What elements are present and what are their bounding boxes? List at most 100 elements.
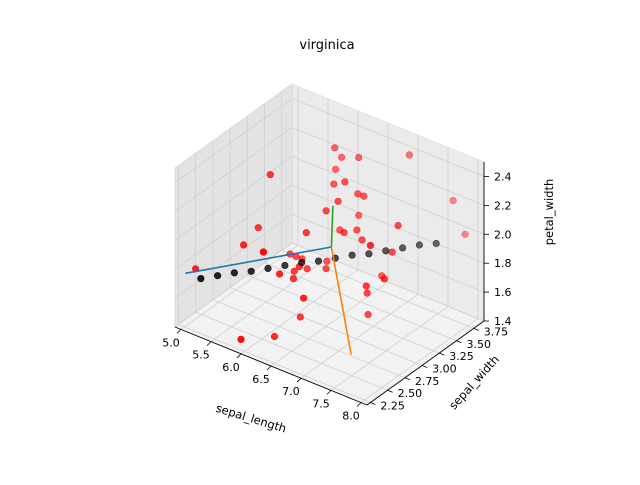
y-tick-mark <box>404 377 411 381</box>
z-tick-label: 2.4 <box>494 171 512 184</box>
data-point-20 <box>360 192 368 200</box>
y-grid-line-floor <box>195 311 388 391</box>
fit-point-4 <box>264 264 272 273</box>
fit-point-1 <box>214 272 222 280</box>
x-grid-line-floor <box>330 306 449 391</box>
data-point-36 <box>323 257 331 265</box>
y-tick-label: 3.50 <box>467 338 492 351</box>
y-tick-mark <box>439 352 445 356</box>
y-grid-line-floor <box>212 299 406 379</box>
fit-point-7 <box>314 257 323 265</box>
y-tick-mark <box>473 328 479 331</box>
x-tick-label: 6.5 <box>252 373 270 386</box>
data-point-21 <box>254 224 262 232</box>
data-point-3 <box>303 265 311 273</box>
fit-point-5 <box>281 261 289 270</box>
z-tick-label: 2.2 <box>494 199 512 212</box>
data-point-23 <box>289 275 298 283</box>
data-point-32 <box>296 313 304 321</box>
z-grid-line-back <box>291 242 485 322</box>
fit-point-12 <box>399 244 407 252</box>
data-point-22 <box>380 275 388 283</box>
fit-point-9 <box>348 251 356 259</box>
y-tick-mark <box>421 365 428 368</box>
data-point-13 <box>240 241 248 249</box>
x-tick-mark <box>296 377 302 383</box>
y-tick-label: 2.25 <box>380 400 405 413</box>
z-grid-line-back <box>291 127 485 206</box>
data-point-5 <box>388 248 396 256</box>
y-tick-label: 3.75 <box>484 325 509 338</box>
y-tick-label: 2.50 <box>398 387 423 400</box>
data-point-12 <box>340 229 348 237</box>
fit-point-6 <box>298 259 306 267</box>
data-point-28 <box>302 229 310 237</box>
x-tick-label: 6.0 <box>222 361 240 374</box>
data-marks <box>185 144 469 355</box>
data-point-42 <box>355 153 363 162</box>
x-grid-line-floor <box>300 293 419 379</box>
component-line-4 <box>330 205 334 248</box>
data-point-43 <box>334 197 342 205</box>
fit-point-13 <box>415 241 424 249</box>
axis-ticks: 5.0 5.5 6.0 6.5 7.0 7.5 8.0 2.252.502.753.003.2… <box>162 171 511 423</box>
y-grid-line-floor <box>281 250 474 329</box>
x-grid-line-floor <box>180 245 299 330</box>
y-grid-line-floor <box>229 287 423 366</box>
data-point-19 <box>237 335 245 344</box>
x-tick-mark <box>206 341 212 346</box>
data-point-41 <box>354 190 362 198</box>
fit-point-10 <box>365 250 373 258</box>
y-tick-mark <box>387 389 393 393</box>
x-tick-label: 8.0 <box>342 410 360 423</box>
data-point-40 <box>259 248 268 256</box>
fit-point-3 <box>247 267 255 275</box>
z-grid-line-left <box>174 127 293 212</box>
data-point-34 <box>394 222 402 230</box>
data-point-24 <box>355 211 363 219</box>
y-tick-label: 2.75 <box>415 375 440 388</box>
y-tick-mark <box>370 402 376 405</box>
z-grid-line-left <box>174 98 293 183</box>
data-point-14 <box>266 171 274 179</box>
fit-point-2 <box>230 269 238 277</box>
z-grid-line-left <box>174 184 293 270</box>
z-tick-label: 1.6 <box>494 286 512 299</box>
data-point-26 <box>290 267 298 275</box>
x-tick-label: 7.5 <box>312 397 330 410</box>
y-tick-label: 3.25 <box>449 350 474 363</box>
z-tick-label: 1.8 <box>494 257 512 270</box>
data-point-17 <box>449 197 457 205</box>
z-grid-line-left <box>174 213 293 299</box>
z-tick-label: 1.4 <box>494 315 512 328</box>
x-tick-label: 7.0 <box>282 385 300 398</box>
data-point-8 <box>300 294 308 302</box>
x-tick-mark <box>326 390 332 395</box>
data-point-31 <box>461 230 469 238</box>
z-grid-line-back <box>291 184 485 264</box>
z-axis-label: petal_width <box>542 179 556 246</box>
z-grid-line-back <box>291 98 485 177</box>
z-tick-label: 2.0 <box>494 228 512 241</box>
data-point-45 <box>332 165 340 173</box>
chart-title: virginica <box>299 38 354 53</box>
y-tick-mark <box>456 340 462 344</box>
data-point-4 <box>322 207 330 215</box>
x-grid-line-floor <box>360 318 479 403</box>
data-point-9 <box>405 151 414 159</box>
x-tick-mark <box>236 353 242 359</box>
data-point-39 <box>341 178 349 186</box>
data-point-33 <box>270 332 279 341</box>
fit-point-11 <box>382 247 390 255</box>
data-point-18 <box>366 241 375 249</box>
data-point-2 <box>358 236 366 244</box>
data-point-38 <box>353 226 361 234</box>
data-point-30 <box>362 282 370 290</box>
x-tick-mark <box>356 402 362 407</box>
y-tick-label: 3.00 <box>432 363 457 376</box>
data-point-15 <box>330 180 338 188</box>
x-tick-label: 5.5 <box>192 349 210 362</box>
fit-point-0 <box>197 275 205 283</box>
